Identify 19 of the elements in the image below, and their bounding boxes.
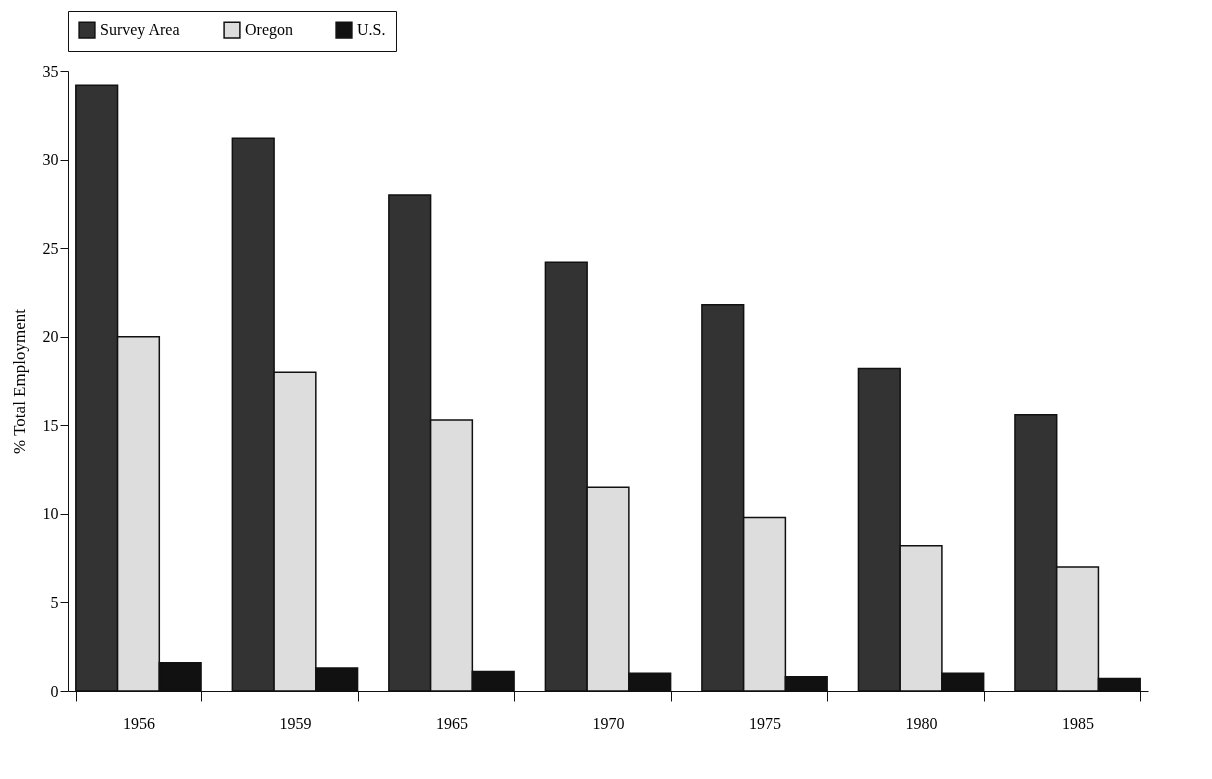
legend-label: Oregon (245, 21, 293, 40)
y-tick-label: 15 (42, 416, 59, 434)
x-tick-label: 1980 (905, 714, 938, 732)
y-tick-label: 5 (50, 593, 59, 611)
x-tick-label: 1956 (122, 714, 155, 732)
y-tick-label: 35 (42, 62, 59, 80)
legend-label: Survey Area (100, 21, 180, 40)
y-tick-label: 0 (50, 682, 59, 700)
y-tick-label: 25 (42, 239, 59, 257)
x-tick-label: 1965 (435, 714, 468, 732)
y-tick-label: 30 (42, 151, 59, 169)
x-tick-label: 1985 (1062, 714, 1095, 732)
x-tick-label: 1959 (279, 714, 312, 732)
x-tick-label: 1970 (592, 714, 625, 732)
y-tick-label: 20 (42, 328, 59, 346)
y-tick-label: 10 (42, 505, 59, 523)
legend-label: U.S. (357, 21, 386, 39)
x-tick-label: 1975 (749, 714, 782, 732)
y-axis-title: % Total Employment (9, 308, 29, 454)
